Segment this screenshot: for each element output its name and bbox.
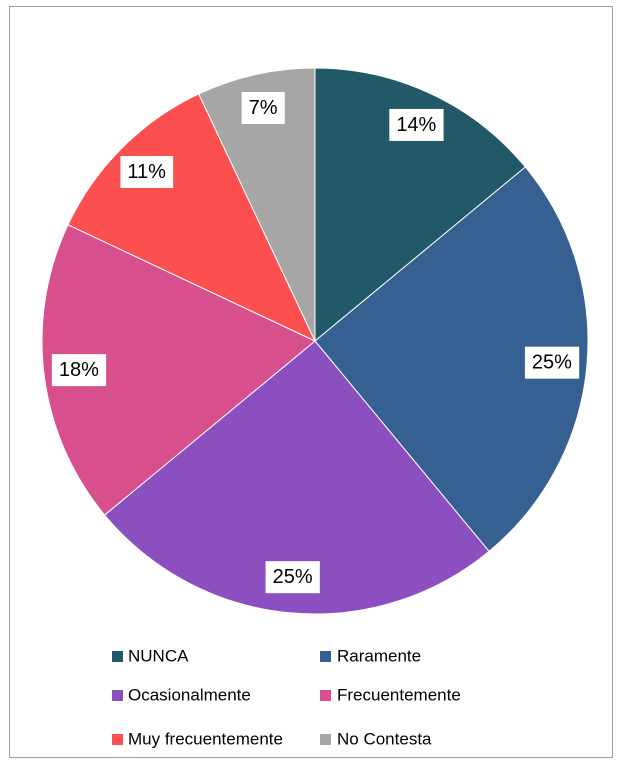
legend-label: Frecuentemente bbox=[337, 685, 461, 704]
data-label: 25% bbox=[532, 352, 572, 374]
data-label-box bbox=[524, 346, 580, 379]
legend-label: Muy frecuentemente bbox=[128, 729, 283, 748]
data-label: 11% bbox=[127, 161, 166, 183]
legend-swatch bbox=[320, 690, 331, 701]
data-label-box bbox=[241, 92, 285, 125]
pie-slice bbox=[314, 166, 589, 553]
legend-label: Ocasionalmente bbox=[128, 685, 251, 704]
legend-swatch bbox=[112, 651, 123, 662]
data-label-box bbox=[389, 108, 444, 141]
pie-slice bbox=[103, 340, 490, 615]
pie-slice bbox=[67, 93, 317, 343]
data-label-box bbox=[265, 561, 320, 594]
legend-swatch bbox=[112, 690, 123, 701]
data-label: 7% bbox=[249, 97, 278, 119]
legend-label: No Contesta bbox=[337, 729, 432, 748]
pie-slice bbox=[198, 67, 316, 342]
legend-swatch bbox=[112, 734, 123, 745]
data-label: 25% bbox=[273, 566, 313, 588]
data-label: 14% bbox=[396, 114, 436, 136]
legend-swatch bbox=[320, 734, 331, 745]
legend-swatch bbox=[320, 651, 331, 662]
data-label-box bbox=[120, 155, 174, 188]
data-label: 18% bbox=[59, 359, 99, 381]
legend-label: NUNCA bbox=[128, 646, 189, 665]
pie-slice bbox=[314, 67, 527, 343]
legend-label: Raramente bbox=[337, 646, 421, 665]
pie-slice bbox=[41, 224, 316, 516]
data-label-box bbox=[51, 354, 107, 387]
